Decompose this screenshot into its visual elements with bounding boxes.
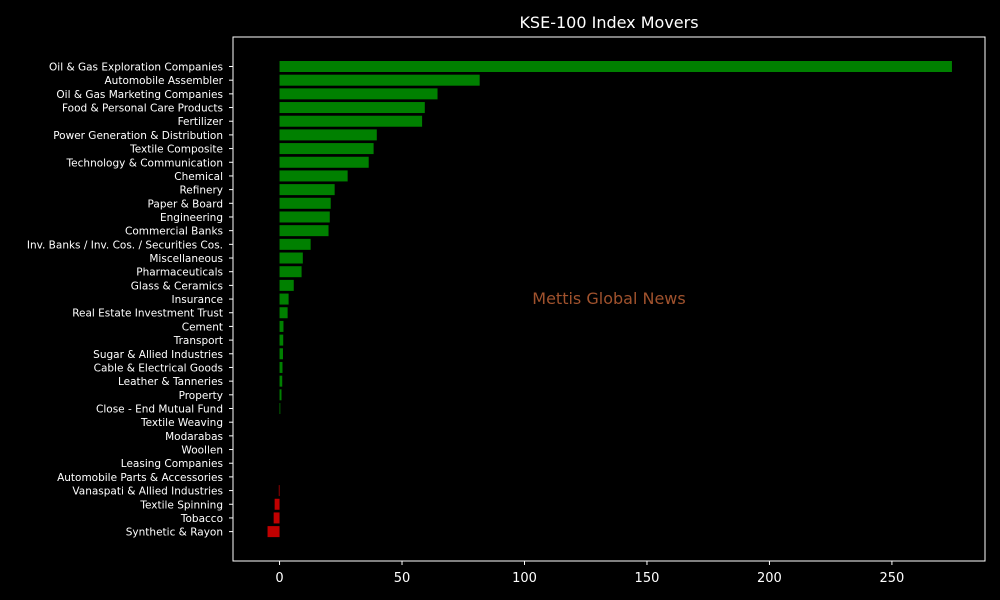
y-tick-label-food-personal-care-products: Food & Personal Care Products (62, 103, 223, 115)
bar-food-personal-care-products (279, 102, 425, 114)
bar-sugar-allied-industries (279, 348, 283, 360)
bar-technology-communication (279, 156, 369, 168)
bar-textile-composite (279, 143, 374, 155)
bar-inv-banks-inv-cos-securities-cos (279, 238, 311, 250)
x-tick-label-250: 250 (880, 571, 905, 586)
y-tick-label-leather-tanneries: Leather & Tanneries (118, 376, 223, 388)
y-tick-label-transport: Transport (173, 335, 223, 347)
bar-power-generation-distribution (279, 129, 377, 141)
y-tick-label-textile-weaving: Textile Weaving (140, 417, 223, 429)
y-tick-label-synthetic-rayon: Synthetic & Rayon (126, 527, 223, 539)
y-tick-label-tobacco: Tobacco (180, 513, 223, 525)
bar-vanaspati-allied-industries (278, 485, 280, 497)
y-tick-label-textile-spinning: Textile Spinning (139, 499, 223, 511)
bar-pharmaceuticals (279, 266, 302, 278)
x-tick-label-200: 200 (757, 571, 782, 586)
bar-cement (279, 320, 284, 332)
bar-synthetic-rayon (267, 526, 280, 538)
y-tick-label-oil-gas-marketing-companies: Oil & Gas Marketing Companies (56, 89, 223, 101)
x-axis: 0 50 100 150 200 250 (275, 561, 904, 586)
y-tick-label-cable-electrical-goods: Cable & Electrical Goods (94, 362, 223, 374)
bar-oil-gas-exploration-companies (279, 61, 952, 72)
y-tick-label-power-generation-distribution: Power Generation & Distribution (53, 130, 223, 142)
watermark-text: Mettis Global News (532, 289, 685, 308)
bar-miscellaneous (279, 252, 303, 264)
y-tick-label-refinery: Refinery (179, 185, 223, 197)
bar-cable-electrical-goods (279, 361, 283, 373)
y-tick-label-oil-gas-exploration-companies: Oil & Gas Exploration Companies (49, 62, 223, 74)
y-tick-label-commercial-banks: Commercial Banks (125, 226, 223, 238)
x-tick-label-0: 0 (275, 571, 283, 586)
bar-automobile-assembler (279, 74, 480, 86)
y-tick-label-technology-communication: Technology & Communication (66, 157, 223, 169)
bar-insurance (279, 293, 289, 305)
bar-paper-board (279, 197, 331, 209)
y-tick-label-leasing-companies: Leasing Companies (121, 458, 223, 470)
bar-glass-ceramics (279, 279, 294, 291)
y-tick-label-insurance: Insurance (171, 294, 223, 306)
bar-tobacco (273, 512, 280, 524)
bars-group (267, 61, 952, 538)
bar-refinery (279, 184, 335, 196)
y-tick-label-pharmaceuticals: Pharmaceuticals (136, 267, 223, 279)
y-tick-label-engineering: Engineering (160, 212, 223, 224)
y-tick-label-miscellaneous: Miscellaneous (149, 253, 223, 265)
chart-title: KSE-100 Index Movers (519, 13, 698, 32)
bar-engineering (279, 211, 330, 223)
bar-leather-tanneries (279, 375, 283, 387)
y-tick-label-fertilizer: Fertilizer (178, 116, 224, 128)
bar-real-estate-investment-trust (279, 307, 288, 319)
bar-close-end-mutual-fund (279, 403, 281, 414)
x-tick-label-100: 100 (512, 571, 537, 586)
y-tick-label-inv-banks-inv-cos-securities-cos: Inv. Banks / Inv. Cos. / Securities Cos. (27, 239, 223, 251)
bar-fertilizer (279, 115, 423, 127)
y-tick-label-vanaspati-allied-industries: Vanaspati & Allied Industries (72, 486, 223, 498)
y-tick-label-modarabas: Modarabas (165, 431, 223, 443)
y-tick-label-chemical: Chemical (174, 171, 223, 183)
y-tick-label-cement: Cement (182, 321, 223, 333)
y-tick-label-woollen: Woollen (181, 445, 223, 457)
y-tick-label-glass-ceramics: Glass & Ceramics (131, 280, 223, 292)
x-tick-label-50: 50 (394, 571, 411, 586)
bar-chemical (279, 170, 348, 182)
y-tick-label-textile-composite: Textile Composite (129, 144, 223, 156)
x-tick-label-150: 150 (635, 571, 660, 586)
bar-commercial-banks (279, 225, 329, 237)
bar-transport (279, 334, 284, 346)
y-tick-label-sugar-allied-industries: Sugar & Allied Industries (93, 349, 223, 361)
y-tick-label-automobile-parts-accessories: Automobile Parts & Accessories (57, 472, 223, 484)
y-axis-labels: Oil & Gas Exploration CompaniesAutomobil… (27, 62, 233, 539)
y-tick-label-paper-board: Paper & Board (148, 198, 223, 210)
bar-property (279, 389, 282, 401)
y-tick-label-property: Property (179, 390, 223, 402)
y-tick-label-real-estate-investment-trust: Real Estate Investment Trust (72, 308, 223, 320)
y-tick-label-close-end-mutual-fund: Close - End Mutual Fund (96, 404, 223, 416)
bar-textile-spinning (274, 498, 280, 510)
bar-oil-gas-marketing-companies (279, 88, 438, 100)
y-tick-label-automobile-assembler: Automobile Assembler (105, 75, 224, 87)
